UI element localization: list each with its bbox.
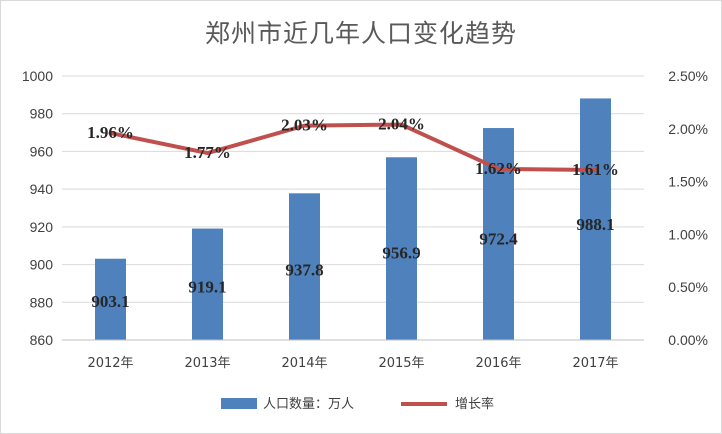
growth-rate-line — [108, 122, 598, 172]
line-data-label: 2.04% — [378, 115, 425, 134]
line-data-label: 1.96% — [87, 123, 134, 142]
x-tick-label: 2016年 — [475, 356, 521, 371]
y-left-tick-label: 900 — [30, 257, 54, 273]
y-right-tick-label: 2.00% — [668, 121, 708, 137]
y-right-tick-label: 1.00% — [668, 226, 708, 242]
bar-data-label: 937.8 — [285, 261, 323, 280]
x-tick-label: 2017年 — [572, 356, 618, 371]
x-tick-label: 2012年 — [87, 356, 133, 371]
bar — [289, 193, 320, 340]
y-left-tick-label: 940 — [30, 181, 54, 197]
legend: 人口数量：万人 增长率 — [221, 396, 494, 412]
bar — [192, 228, 223, 340]
legend-swatch-bar — [221, 398, 257, 409]
y-right-tick-label: 1.50% — [668, 174, 708, 190]
line-data-label: 1.61% — [572, 160, 619, 179]
y-left-tick-label: 880 — [30, 294, 54, 310]
axes: 860 880 900 920 940 960 980 1000 0.00% 0.50% 1.00%… — [22, 68, 708, 371]
bar — [95, 258, 126, 340]
y-right-tick-label: 0.00% — [668, 332, 708, 348]
bar — [580, 98, 611, 340]
bar-data-label: 903.1 — [91, 292, 129, 311]
bar-data-label: 988.1 — [576, 215, 614, 234]
legend-label-population: 人口数量：万人 — [263, 397, 354, 412]
y-left-tick-label: 860 — [30, 332, 54, 348]
data-labels: 903.1 919.1 937.8 956.9 972.4 988.1 1.96% 1.77%… — [87, 115, 619, 311]
line-data-label: 1.77% — [184, 143, 231, 162]
legend-label-growth-rate: 增长率 — [455, 396, 494, 412]
y-right-tick-label: 0.50% — [668, 279, 708, 295]
y-left-tick-label: 1000 — [22, 68, 53, 84]
y-right-tick-label: 2.50% — [668, 68, 708, 84]
line-series — [108, 122, 598, 172]
bar-data-label: 919.1 — [188, 278, 226, 297]
y-left-tick-label: 920 — [30, 219, 54, 235]
bar-data-label: 972.4 — [479, 229, 518, 248]
y-left-tick-label: 980 — [30, 106, 54, 122]
bar-data-label: 956.9 — [382, 243, 420, 262]
line-data-label: 2.03% — [281, 116, 328, 135]
bar — [386, 157, 417, 340]
chart-title: 郑州市近几年人口变化趋势 — [205, 19, 517, 48]
x-tick-label: 2015年 — [378, 356, 424, 371]
x-tick-label: 2014年 — [281, 356, 327, 371]
line-data-label: 1.62% — [475, 159, 522, 178]
y-left-tick-label: 960 — [30, 143, 54, 159]
x-tick-label: 2013年 — [184, 356, 230, 371]
